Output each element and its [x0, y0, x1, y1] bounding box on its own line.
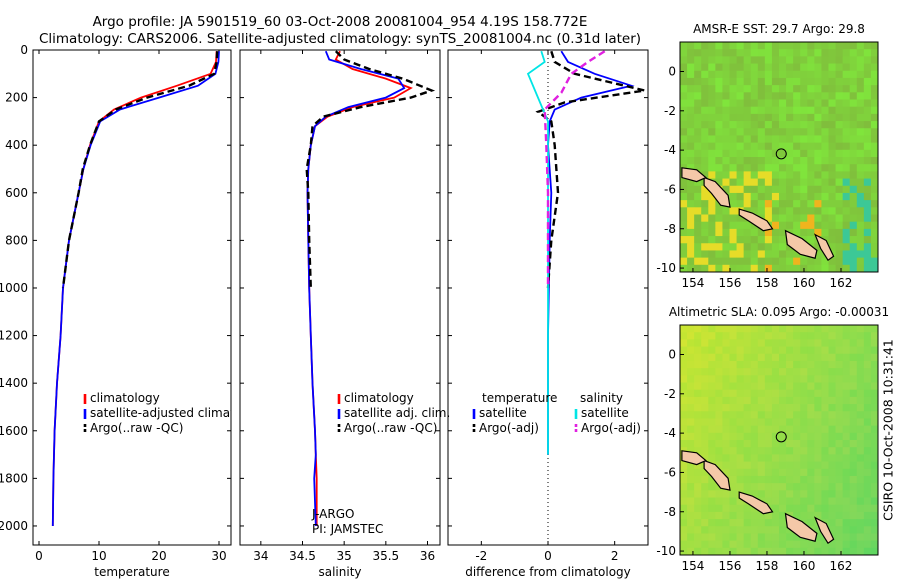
- annotation-pi: PI: JAMSTEC: [312, 522, 383, 536]
- x-tick-label: 10: [91, 549, 106, 563]
- legend-label: satellite: [581, 406, 629, 420]
- series-line-2: [61, 51, 219, 289]
- island: [784, 512, 818, 542]
- map-x-tick-label: 162: [830, 559, 853, 573]
- y-tick-label: 1800: [0, 471, 28, 485]
- x-tick-label: 0: [35, 549, 43, 563]
- map-panel-sla: 154 156 158 160 162 0 -2 -4 -6 -8 -10 Altimetric SL…: [656, 305, 889, 573]
- y-tick-label: 1200: [0, 329, 28, 343]
- axes-frame: [32, 49, 232, 546]
- y-tick-label: 200: [5, 91, 28, 105]
- x-tick-label: 34.5: [289, 549, 316, 563]
- argo-location-marker: [775, 431, 787, 443]
- map-y-tick-label: -10: [656, 261, 676, 275]
- map-frame: [679, 41, 879, 273]
- map-y-tick-label: -6: [664, 465, 676, 479]
- map-x-tick-label: 154: [682, 276, 705, 290]
- island: [784, 229, 818, 259]
- legend-label: Argo(..raw -QC): [90, 421, 183, 435]
- map-y-tick-label: 0: [668, 347, 676, 361]
- island: [703, 176, 731, 208]
- island: [813, 516, 835, 545]
- x-tick-label: 20: [151, 549, 166, 563]
- map-x-tick-label: 156: [719, 276, 742, 290]
- y-tick-label: 600: [5, 186, 28, 200]
- legend-label: Argo(-adj): [479, 421, 539, 435]
- argo-location-marker: [775, 148, 787, 160]
- map-x-tick-label: 156: [719, 559, 742, 573]
- profile-panel-difference: -2 0 2 difference from climatology: [447, 49, 649, 579]
- map-frame: [679, 324, 879, 556]
- map-x-tick-label: 162: [830, 276, 853, 290]
- x-tick-label: 35: [337, 549, 352, 563]
- figure-title-line1: Argo profile: JA 5901519_60 03-Oct-2008 …: [92, 14, 588, 30]
- x-tick-label: 36: [420, 549, 435, 563]
- x-tick-label: 0: [544, 549, 552, 563]
- y-tick-label: 2000: [0, 519, 28, 533]
- map-x-tick-label: 154: [682, 559, 705, 573]
- series-line-2: [305, 50, 436, 289]
- y-tick-label: 400: [5, 138, 28, 152]
- series-line-1: [306, 50, 406, 527]
- map-panel-sst: 154 156 158 160 162 0 -2 -4 -6 -8 -10 AMSR-E SST: 2…: [656, 22, 879, 290]
- legend-label: climatology: [344, 391, 414, 405]
- map-y-tick-label: -2: [664, 104, 676, 118]
- x-tick-label: 2: [611, 549, 619, 563]
- map-x-tick-label: 160: [793, 559, 816, 573]
- legend-label: Argo(..raw -QC): [344, 421, 437, 435]
- map-y-tick-label: -4: [664, 143, 676, 157]
- map-x-tick-label: 160: [793, 276, 816, 290]
- legend-label: satellite-adjusted climatology: [90, 406, 268, 420]
- x-axis-label: salinity: [318, 565, 361, 579]
- island: [681, 450, 708, 466]
- map-y-tick-label: -8: [664, 222, 676, 236]
- profile-panel-salinity: 34 34.5 35 35.5 36 salinity: [239, 49, 441, 579]
- island: [738, 491, 774, 515]
- island: [813, 233, 835, 262]
- island: [681, 167, 708, 183]
- legend-label: satellite adj. clim.: [344, 406, 450, 420]
- x-tick-label: 30: [211, 549, 226, 563]
- map-y-tick-label: -6: [664, 182, 676, 196]
- series-line-2: [526, 50, 549, 455]
- x-tick-label: 34: [253, 549, 268, 563]
- map-y-tick-label: 0: [668, 64, 676, 78]
- legend-label: Argo(-adj): [581, 421, 641, 435]
- map-title: AMSR-E SST: 29.7 Argo: 29.8: [693, 22, 865, 36]
- map-y-tick-label: -4: [664, 426, 676, 440]
- island: [738, 208, 774, 232]
- legend-label: satellite: [479, 406, 527, 420]
- series-line-3: [543, 50, 606, 288]
- y-tick-label: 1400: [0, 376, 28, 390]
- y-tick-label: 1600: [0, 424, 28, 438]
- series-line-1: [535, 50, 645, 289]
- x-axis-label: difference from climatology: [465, 565, 631, 579]
- map-y-tick-label: -2: [664, 387, 676, 401]
- figure-title-line2: Climatology: CARS2006. Satellite-adjuste…: [38, 31, 642, 47]
- map-y-tick-label: -10: [656, 544, 676, 558]
- legend-heading-salinity: salinity: [580, 391, 623, 405]
- y-tick-label: 1000: [0, 281, 28, 295]
- legend-label: climatology: [90, 391, 160, 405]
- axes-frame: [239, 49, 441, 546]
- annotation-jargo: J-ARGO: [311, 507, 354, 521]
- legend-difference: temperature salinitysatelliteArgo(-adj)sa…: [472, 391, 641, 435]
- legend-heading-temperature: temperature: [482, 391, 557, 405]
- y-tick-label: 800: [5, 233, 28, 247]
- x-axis-label: temperature: [94, 565, 169, 579]
- island: [703, 459, 731, 491]
- map-title: Altimetric SLA: 0.095 Argo: -0.00031: [669, 305, 889, 319]
- y-tick-label: 0: [20, 43, 28, 57]
- x-tick-label: -2: [475, 549, 487, 563]
- map-x-tick-label: 158: [756, 559, 779, 573]
- profile-panel-temperature: 0 10 20 30 0 200 400 600 800 1000 1200 1400 1600 1800…: [0, 43, 232, 579]
- map-y-tick-label: -8: [664, 505, 676, 519]
- x-tick-label: 35.5: [372, 549, 399, 563]
- map-x-tick-label: 158: [756, 276, 779, 290]
